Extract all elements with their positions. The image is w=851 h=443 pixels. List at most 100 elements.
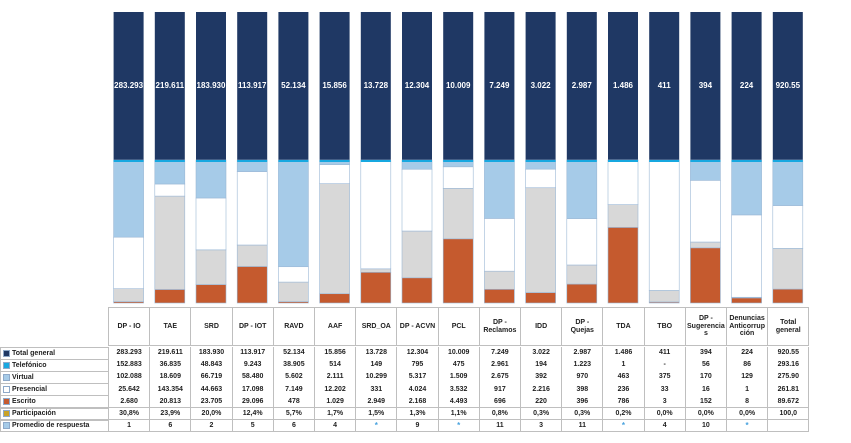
bar-segment-presencial-8 — [442, 188, 474, 240]
bar-total-6 — [360, 12, 391, 160]
table-cell-r3-c5: 12.202 — [314, 383, 357, 396]
bar-segment-presencial-0 — [113, 288, 144, 302]
table-cell-r3-c2: 44.663 — [190, 383, 233, 396]
table-cell-r2-c5: 2.111 — [314, 371, 357, 384]
total-label-10: 3.022 — [531, 81, 552, 90]
bar-segment-virtual-8 — [442, 166, 474, 189]
table-cell-r4-c9: 696 — [478, 395, 521, 408]
table-cell-r5-c0: 30,8% — [108, 407, 151, 421]
bar-segment-presencial-10 — [525, 187, 556, 293]
total-label-6: 13.728 — [364, 81, 389, 90]
table-row-label-3: Presencial — [0, 383, 108, 396]
total-label-8: 10.009 — [446, 81, 471, 90]
table-cell-r2-c1: 18.609 — [149, 371, 192, 384]
table-cell-r3-c7: 4.024 — [396, 383, 439, 396]
table-cell-r3-c9: 917 — [478, 383, 521, 396]
bar-segment-presencial-6 — [360, 268, 392, 273]
bar-segment-presencial-5 — [319, 183, 350, 295]
bar-total-3 — [237, 12, 268, 160]
bar-segment-escrito-10 — [525, 292, 556, 304]
table-cell-r0-c6: 13.728 — [355, 347, 398, 360]
table-cell-r4-c3: 29.096 — [231, 395, 274, 408]
bar-segment-presencial-13 — [648, 290, 680, 303]
table-cell-r3-c13: 33 — [643, 383, 686, 396]
table-cell-r1-c7: 795 — [396, 359, 439, 372]
total-label-12: 1.486 — [613, 81, 634, 90]
legend-label-4: Escrito — [12, 398, 36, 406]
total-label-9: 7.249 — [489, 81, 510, 90]
bar-cap-8 — [443, 160, 474, 162]
table-cell-r0-c3: 113.917 — [231, 347, 274, 360]
total-label-0: 283.293 — [114, 81, 143, 90]
table-cell-r5-c7: 1,3% — [396, 407, 439, 421]
total-label-2: 183.930 — [197, 81, 226, 90]
table-cell-r2-c16: 275.90 — [767, 371, 810, 384]
legend-label-1: Telefónico — [12, 361, 47, 369]
bar-cap-2 — [196, 160, 226, 162]
bar-cap-0 — [113, 160, 144, 162]
bar-total-10 — [525, 12, 556, 160]
bar-segment-telef-nico-2 — [195, 159, 227, 199]
bar-segment-presencial-12 — [607, 204, 639, 228]
table-cell-r2-c3: 58.480 — [231, 371, 274, 384]
bar-segment-escrito-9 — [484, 288, 515, 304]
bar-cap-15 — [731, 160, 762, 162]
total-label-15: 224 — [740, 81, 754, 90]
category-label-11: DP - Quejas — [561, 307, 604, 346]
legend-label-3: Presencial — [12, 386, 48, 394]
table-cell-r6-c4: 6 — [272, 419, 315, 433]
bar-segment-presencial-1 — [154, 195, 186, 290]
table-row-label-6: Promedio de respuesta — [0, 419, 108, 433]
table-cell-r2-c2: 66.719 — [190, 371, 233, 384]
bar-segment-virtual-16 — [772, 205, 804, 249]
table-cell-r1-c10: 194 — [520, 359, 563, 372]
legend-key-2 — [3, 373, 10, 381]
table-cell-r1-c13: - — [643, 359, 686, 372]
table-cell-r1-c8: 475 — [437, 359, 480, 372]
legend-key-3 — [3, 386, 10, 394]
bar-cap-16 — [772, 160, 803, 162]
bar-segment-escrito-6 — [360, 271, 392, 304]
bar-segment-virtual-3 — [236, 171, 268, 246]
bar-cap-12 — [608, 160, 638, 162]
table-cell-r1-c11: 1.223 — [561, 359, 604, 372]
bar-segment-presencial-11 — [566, 264, 598, 285]
table-cell-r0-c16: 920.55 — [767, 347, 810, 360]
bar-segment-escrito-12 — [607, 227, 639, 304]
bar-segment-presencial-4 — [278, 281, 309, 302]
table-cell-r0-c1: 219.611 — [149, 347, 192, 360]
table-cell-r4-c16: 89.672 — [767, 395, 810, 408]
bar-cap-10 — [525, 160, 556, 162]
bar-cap-5 — [319, 160, 350, 162]
total-label-16: 920.55 — [776, 81, 801, 90]
table-cell-r4-c4: 478 — [272, 395, 315, 408]
bar-total-14 — [690, 12, 721, 160]
bar-segment-presencial-7 — [401, 230, 433, 279]
bar-total-13 — [649, 12, 680, 160]
bar-segment-virtual-9 — [484, 218, 515, 272]
bar-segment-escrito-1 — [154, 289, 186, 304]
table-cell-r5-c12: 0,2% — [602, 407, 645, 421]
table-cell-r4-c14: 152 — [684, 395, 727, 408]
table-cell-r3-c4: 7.149 — [272, 383, 315, 396]
bar-segment-virtual-11 — [566, 218, 598, 266]
table-cell-r2-c7: 5.317 — [396, 371, 439, 384]
bar-segment-telef-nico-0 — [113, 159, 144, 238]
table-cell-r3-c1: 143.354 — [149, 383, 192, 396]
total-label-1: 219.611 — [156, 81, 185, 90]
table-cell-r4-c6: 2.949 — [355, 395, 398, 408]
table-cell-r1-c4: 38.905 — [272, 359, 315, 372]
category-label-5: AAF — [314, 307, 357, 346]
table-cell-r1-c1: 36.835 — [149, 359, 192, 372]
category-label-1: TAE — [149, 307, 192, 346]
table-cell-r1-c14: 56 — [684, 359, 727, 372]
table-cell-r5-c10: 0,3% — [520, 407, 563, 421]
table-cell-r5-c8: 1,1% — [437, 407, 480, 421]
table-cell-r5-c3: 12,4% — [231, 407, 274, 421]
table-cell-r2-c13: 375 — [643, 371, 686, 384]
legend-key-5 — [3, 410, 10, 418]
legend-key-4 — [3, 398, 10, 406]
bar-total-8 — [443, 12, 474, 160]
table-cell-r2-c6: 10.299 — [355, 371, 398, 384]
legend-label-5: Participación — [12, 410, 56, 418]
